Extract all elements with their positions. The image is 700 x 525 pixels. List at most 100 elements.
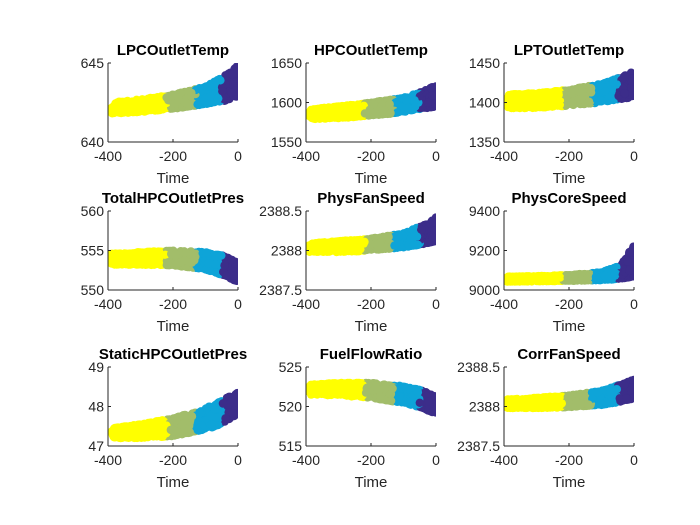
data-point [410,96,419,105]
data-point [182,249,191,258]
data-point [555,100,564,110]
data-point [359,101,368,111]
data-point [575,95,585,104]
y-tick-label: 645 [81,55,105,71]
x-tick-label: -400 [490,148,518,164]
x-axis-label: Time [157,318,190,335]
x-tick-label: -200 [159,148,187,164]
data-point [195,84,204,93]
data-point [205,92,215,101]
data-point [426,83,435,93]
data-point [612,80,621,89]
data-point [142,259,152,268]
data-point [228,70,237,79]
data-point [119,106,128,115]
data-point [620,89,629,98]
data-point [115,252,124,262]
subplot-title: LPCOutletTemp [117,42,229,59]
data-point [204,259,213,268]
data-point [108,108,117,117]
x-axis-label: Time [157,170,190,187]
x-axis-label: Time [553,170,586,187]
subplot-title: HPCOutletTemp [314,42,428,59]
data-point [229,271,238,280]
data-point [410,102,420,111]
data-point [311,108,320,117]
x-tick-label: -200 [357,148,385,164]
data-point [584,97,594,106]
data-point [227,255,237,265]
data-point [162,93,171,102]
data-point [516,93,525,102]
data-point [220,261,229,270]
data-point [145,250,154,259]
data-point [569,86,579,95]
data-point [325,104,334,113]
y-tick-label: 1350 [469,134,500,150]
data-point [334,104,344,113]
y-tick-label: 550 [81,282,105,298]
y-tick-label: 1650 [271,55,302,71]
data-point [567,98,577,108]
subplot-title: LPTOutletTemp [514,42,624,59]
data-point [428,91,436,100]
data-point [193,100,202,109]
data-point [402,96,411,105]
data-point [586,84,596,93]
data-point [227,88,236,97]
data-point [194,264,203,273]
scatter-points [306,82,436,124]
data-point [170,250,180,260]
data-point [547,88,556,97]
data-point [627,77,634,86]
subplot-PhysFanSpeed: PhysFanSpeed-400 -200 02387.523882388.5Tim… [259,190,440,335]
data-point [423,98,433,108]
data-point [211,268,221,277]
data-point [554,88,563,97]
data-point [385,100,394,109]
data-point [317,107,327,117]
data-point [535,88,544,98]
data-point [156,104,165,113]
data-point [163,258,172,267]
data-point [202,248,211,257]
data-point [353,111,362,120]
data-point [125,258,135,267]
data-point [386,109,395,118]
data-point [360,109,370,118]
x-tick-label: -400 [94,148,122,164]
subplot-title: PhysFanSpeed [317,190,425,207]
data-point [311,114,320,124]
data-point [190,256,199,265]
x-tick-label: -200 [555,148,583,164]
data-point [121,98,131,107]
y-tick-label: 1400 [469,95,500,111]
data-point [133,249,142,259]
x-tick-label: 0 [432,148,440,164]
x-tick-label: 0 [630,148,638,164]
data-point [202,82,211,91]
scatter-points [108,246,238,285]
scatter-points [504,68,634,113]
x-tick-label: 0 [234,148,242,164]
data-point [342,102,351,112]
data-point [627,83,634,92]
x-tick-label: -200 [159,296,187,312]
x-axis-label: Time [355,170,388,187]
data-point [180,97,190,107]
subplot-LPCOutletTemp: LPCOutletTemp -400 -200 0 640 645 Time [81,42,242,187]
data-point [522,101,531,111]
data-point [596,96,605,105]
data-point [150,98,159,107]
data-point [369,99,378,109]
data-point [211,260,220,269]
y-tick-label: 640 [81,134,105,150]
data-point [222,271,231,280]
data-point [578,87,587,97]
subplot-title: TotalHPCOutletPres [102,190,244,207]
x-tick-label: 0 [234,296,242,312]
